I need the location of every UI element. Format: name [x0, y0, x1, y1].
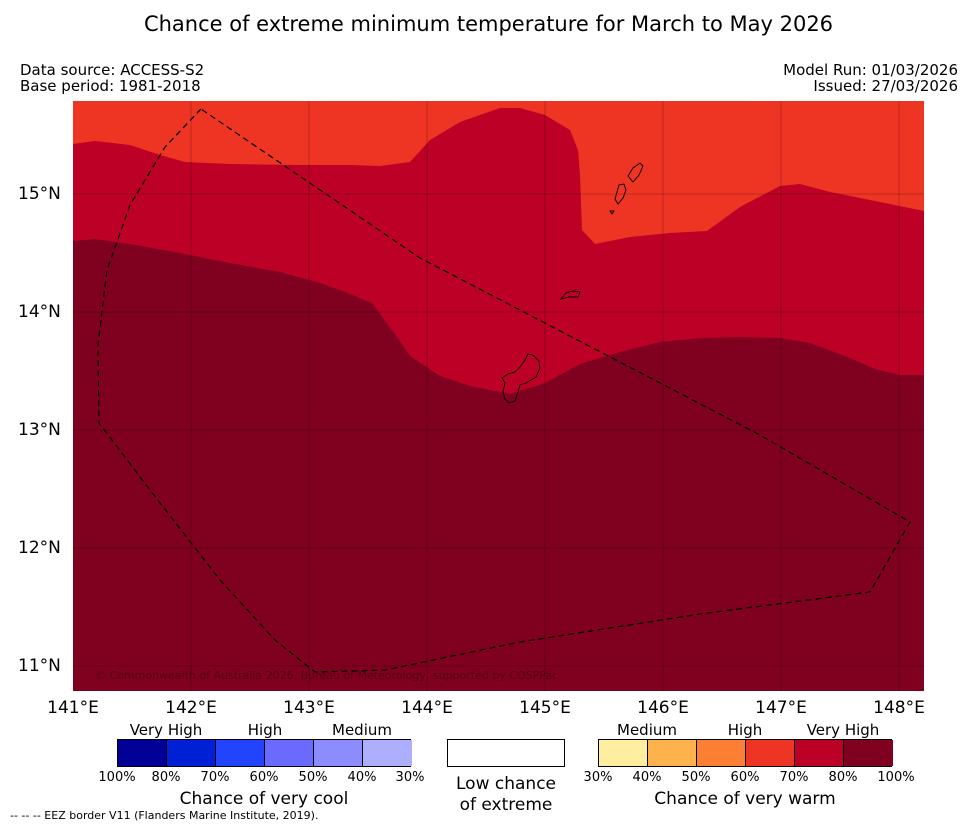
neutral-swatch	[447, 739, 565, 767]
cool-legend-title: Chance of very cool	[179, 789, 349, 809]
warm-swatch	[746, 740, 795, 766]
warm-tick: 30%	[583, 770, 613, 785]
warm-swatch	[795, 740, 844, 766]
cool-level-very-high: Very High	[129, 721, 203, 739]
island-tinian	[614, 183, 627, 205]
island-rota	[559, 290, 581, 300]
cool-swatch	[118, 740, 167, 766]
cool-tick: 80%	[151, 770, 181, 785]
page-title: Chance of extreme minimum temperature fo…	[143, 12, 834, 36]
lat-label: 11°N	[18, 656, 61, 676]
warm-tick: 60%	[730, 770, 760, 785]
lon-label: 147°E	[755, 698, 807, 718]
island-aguijan	[609, 210, 615, 215]
cool-swatch	[314, 740, 363, 766]
lon-label: 141°E	[47, 698, 99, 718]
cool-tick: 40%	[347, 770, 377, 785]
island-saipan	[627, 162, 644, 183]
lon-label: 142°E	[165, 698, 217, 718]
cool-tick: 30%	[395, 770, 425, 785]
warm-swatch	[599, 740, 648, 766]
lon-label: 144°E	[401, 698, 453, 718]
meta-left: Data source: ACCESS-S2 Base period: 1981…	[20, 62, 204, 94]
cool-tick: 50%	[298, 770, 328, 785]
lon-label: 146°E	[637, 698, 689, 718]
issued-date: Issued: 27/03/2026	[813, 77, 958, 95]
cool-swatch	[167, 740, 216, 766]
lat-label: 14°N	[18, 302, 61, 322]
cool-swatch	[363, 740, 412, 766]
warm-swatch	[648, 740, 697, 766]
cool-level-medium: Medium	[332, 721, 392, 739]
warm-swatch	[844, 740, 893, 766]
cool-tick: 60%	[249, 770, 279, 785]
eez-border	[97, 108, 911, 673]
meta-right: Model Run: 01/03/2026 Issued: 27/03/2026	[783, 62, 958, 94]
lat-label: 15°N	[18, 184, 61, 204]
lat-label: 12°N	[18, 538, 61, 558]
data-source: Data source: ACCESS-S2	[20, 61, 205, 79]
lat-label: 13°N	[18, 420, 61, 440]
warm-level-high: High	[727, 721, 763, 739]
neutral-line-1: Low chance	[456, 774, 556, 794]
island-guam	[501, 353, 541, 404]
base-period: Base period: 1981-2018	[20, 77, 201, 95]
warm-tick: 40%	[632, 770, 662, 785]
islands	[501, 162, 644, 404]
warm-tick: 70%	[779, 770, 809, 785]
warm-legend-title: Chance of very warm	[654, 789, 836, 809]
lon-label: 145°E	[519, 698, 571, 718]
warm-tick: 50%	[681, 770, 711, 785]
cool-swatch	[216, 740, 265, 766]
cool-swatch	[265, 740, 314, 766]
lon-label: 148°E	[873, 698, 925, 718]
copyright-text: © Commonwealth of Australia 2026, Bureau…	[95, 669, 558, 682]
zone-90-plus	[73, 239, 924, 691]
warm-tick: 100%	[877, 770, 915, 785]
lon-label: 143°E	[283, 698, 335, 718]
footer-note: -- -- -- EEZ border V11 (Flanders Marine…	[10, 809, 319, 822]
warm-colorbar	[598, 739, 893, 767]
neutral-legend-label: Low chance of extreme	[430, 774, 582, 816]
grid-lines	[73, 101, 924, 691]
warm-level-very-high: Very High	[806, 721, 880, 739]
cool-level-high: High	[247, 721, 283, 739]
warm-tick: 80%	[828, 770, 858, 785]
cool-tick: 100%	[98, 770, 136, 785]
model-run: Model Run: 01/03/2026	[783, 61, 958, 79]
warm-level-medium: Medium	[617, 721, 677, 739]
neutral-line-2: of extreme	[459, 795, 553, 815]
warm-swatch	[697, 740, 746, 766]
cool-colorbar	[117, 739, 412, 767]
cool-tick: 70%	[200, 770, 230, 785]
